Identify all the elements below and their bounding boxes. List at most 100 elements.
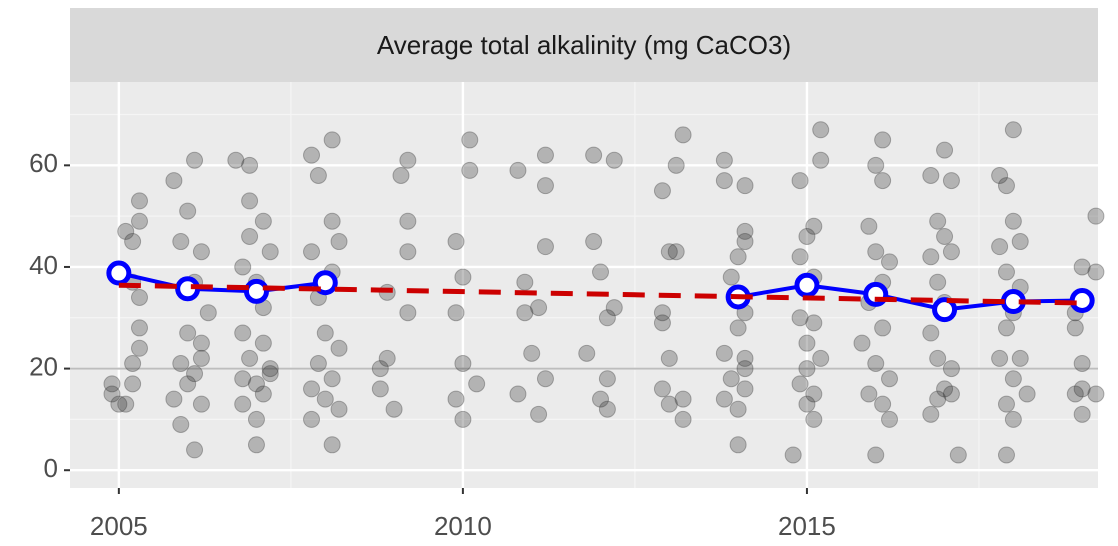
point	[860, 385, 878, 403]
point	[936, 227, 954, 245]
point	[867, 243, 885, 261]
point	[461, 131, 479, 149]
point	[805, 410, 823, 428]
point	[1073, 355, 1091, 373]
point	[791, 375, 809, 393]
point	[461, 161, 479, 179]
point	[117, 222, 135, 240]
point	[186, 441, 204, 459]
point	[179, 324, 197, 342]
point	[929, 273, 947, 291]
point	[736, 360, 754, 378]
point	[172, 415, 190, 433]
point	[1066, 319, 1084, 337]
point	[186, 365, 204, 383]
point	[103, 375, 121, 393]
point	[247, 375, 265, 393]
point	[991, 238, 1009, 256]
point	[530, 405, 548, 423]
point	[303, 410, 321, 428]
point	[165, 172, 183, 190]
point	[929, 390, 947, 408]
point	[234, 258, 252, 276]
x-tick-label: 2010	[434, 511, 492, 541]
point	[715, 344, 733, 362]
point	[303, 380, 321, 398]
point	[234, 395, 252, 413]
point	[715, 172, 733, 190]
point	[454, 355, 472, 373]
point	[736, 380, 754, 398]
point	[867, 355, 885, 373]
y-tick-label: 40	[29, 250, 58, 280]
point	[791, 172, 809, 190]
point	[399, 151, 417, 169]
point	[660, 243, 678, 261]
point	[942, 360, 960, 378]
point	[454, 268, 472, 286]
point	[130, 212, 148, 230]
marker	[243, 278, 269, 304]
point	[874, 131, 892, 149]
point	[392, 166, 410, 184]
point	[942, 243, 960, 261]
point	[1066, 385, 1084, 403]
point	[784, 446, 802, 464]
y-tick-label: 60	[29, 148, 58, 178]
point	[942, 172, 960, 190]
point	[399, 243, 417, 261]
point	[241, 156, 259, 174]
point	[261, 365, 279, 383]
point	[536, 146, 554, 164]
point	[1087, 385, 1105, 403]
point	[653, 182, 671, 200]
point	[234, 324, 252, 342]
point	[179, 202, 197, 220]
point	[117, 395, 135, 413]
point	[722, 370, 740, 388]
point	[303, 243, 321, 261]
point	[192, 334, 210, 352]
point	[103, 385, 121, 403]
point	[130, 319, 148, 337]
point	[241, 227, 259, 245]
point	[812, 349, 830, 367]
point	[516, 273, 534, 291]
point	[729, 319, 747, 337]
point	[867, 446, 885, 464]
point	[592, 390, 610, 408]
point	[323, 436, 341, 454]
point	[949, 446, 967, 464]
point	[997, 177, 1015, 195]
point	[929, 212, 947, 230]
point	[1073, 405, 1091, 423]
point	[674, 390, 692, 408]
point	[1018, 385, 1036, 403]
point	[1004, 370, 1022, 388]
point	[736, 349, 754, 367]
point	[736, 222, 754, 240]
point	[922, 248, 940, 266]
point	[598, 400, 616, 418]
point	[179, 375, 197, 393]
point	[729, 400, 747, 418]
point	[791, 248, 809, 266]
point	[378, 349, 396, 367]
point	[805, 314, 823, 332]
point	[323, 370, 341, 388]
point	[667, 243, 685, 261]
point	[523, 344, 541, 362]
point	[330, 400, 348, 418]
point	[468, 375, 486, 393]
point	[124, 375, 142, 393]
point	[1011, 349, 1029, 367]
point	[592, 263, 610, 281]
point	[261, 243, 279, 261]
point	[303, 146, 321, 164]
point	[805, 217, 823, 235]
point	[247, 410, 265, 428]
point	[254, 385, 272, 403]
point	[715, 390, 733, 408]
marker	[932, 297, 958, 323]
